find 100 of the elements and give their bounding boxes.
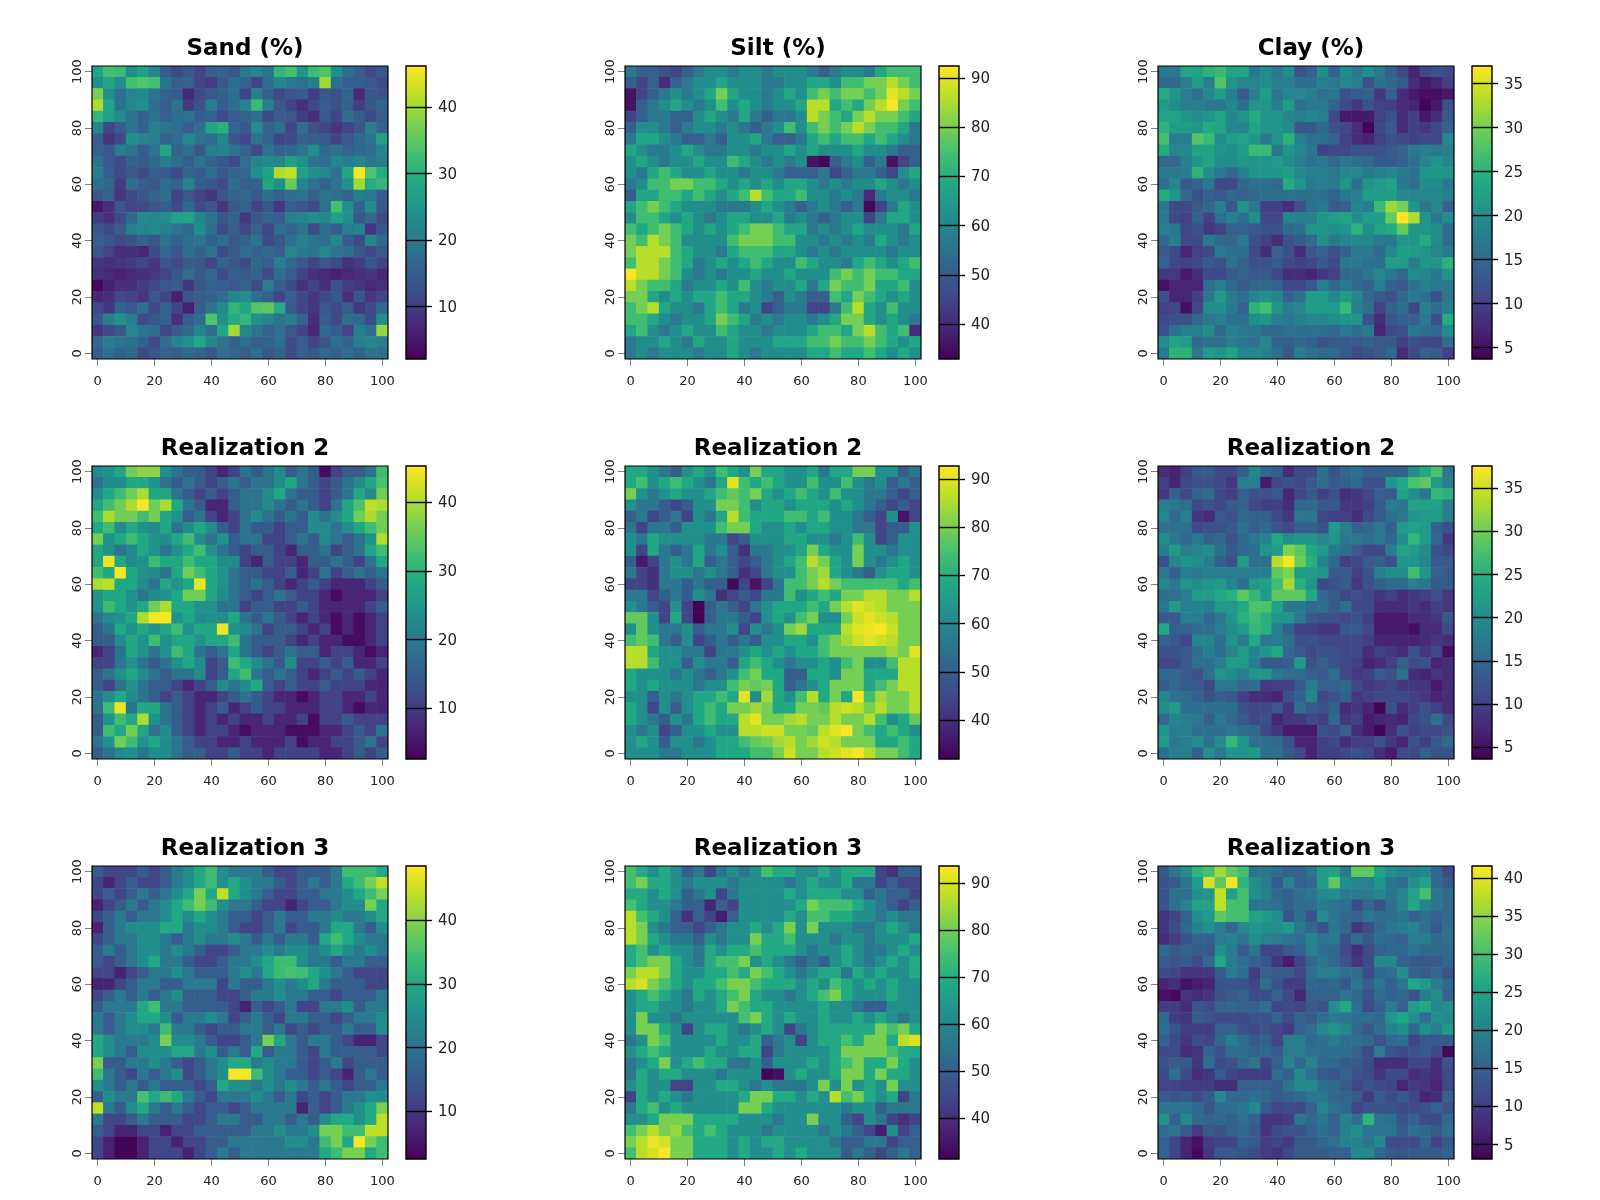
- y-tick-label: 0: [602, 749, 617, 758]
- y-tick-label: 0: [69, 1149, 84, 1158]
- chart-title: Realization 3: [693, 833, 863, 860]
- y-tick-label: 0: [1135, 1149, 1150, 1158]
- y-tick-label: 80: [602, 119, 617, 137]
- y-tick-label: 40: [1135, 632, 1150, 649]
- y-tick-label: 60: [69, 176, 84, 193]
- chart-title: Realization 2: [693, 433, 863, 460]
- x-tick-label: 80: [1383, 373, 1400, 388]
- color-bar-label: 90: [971, 68, 991, 87]
- y-tick-label: 80: [69, 519, 84, 537]
- x-tick-label: 40: [203, 773, 220, 788]
- color-bar-label: 50: [971, 662, 991, 681]
- y-tick-label: 20: [1135, 688, 1150, 706]
- color-bar-label: 40: [971, 710, 991, 729]
- y-tick-label: 80: [69, 919, 84, 937]
- color-bar-label: 20: [438, 630, 458, 649]
- x-tick-label: 0: [93, 773, 102, 788]
- color-bar-label: 90: [971, 874, 991, 893]
- x-tick-label: 60: [1326, 773, 1343, 788]
- chart-title: Silt (%): [730, 33, 826, 60]
- y-tick-label: 80: [1135, 519, 1150, 537]
- x-tick-label: 0: [1159, 373, 1168, 388]
- x-tick-label: 60: [793, 1173, 810, 1188]
- y-tick-label: 80: [69, 119, 84, 137]
- y-tick-label: 20: [602, 288, 617, 306]
- chart-title: Realization 3: [160, 833, 330, 860]
- x-tick-label: 80: [317, 1173, 334, 1188]
- y-tick-label: 40: [69, 1032, 84, 1049]
- color-bar-label: 80: [971, 118, 991, 137]
- color-bar-label: 60: [971, 614, 991, 633]
- x-tick-label: 20: [1212, 373, 1229, 388]
- y-tick-label: 20: [602, 688, 617, 706]
- x-tick-label: 80: [850, 773, 867, 788]
- x-tick-label: 100: [369, 1173, 395, 1188]
- x-tick-label: 20: [146, 373, 163, 388]
- color-bar-label: 40: [971, 315, 991, 334]
- color-bar-label: 5: [1504, 737, 1514, 756]
- y-tick-label: 40: [1135, 232, 1150, 249]
- color-bar-label: 35: [1504, 479, 1524, 498]
- y-tick-label: 0: [602, 349, 617, 358]
- x-tick-label: 20: [679, 1173, 696, 1188]
- color-bar-label: 30: [1504, 522, 1524, 541]
- color-bar-label: 10: [1504, 694, 1524, 713]
- y-tick-label: 100: [69, 859, 84, 885]
- x-tick-label: 60: [260, 1173, 277, 1188]
- y-tick-label: 100: [1135, 59, 1150, 85]
- x-tick-label: 40: [1269, 373, 1286, 388]
- y-tick-label: 60: [602, 576, 617, 593]
- x-tick-label: 20: [1212, 1173, 1229, 1188]
- x-tick-label: 60: [1326, 1173, 1343, 1188]
- color-bar-label: 25: [1504, 983, 1524, 1002]
- x-tick-label: 60: [793, 373, 810, 388]
- y-tick-label: 40: [602, 232, 617, 249]
- y-tick-label: 100: [69, 459, 84, 485]
- y-tick-label: 0: [602, 1149, 617, 1158]
- y-tick-label: 40: [69, 632, 84, 649]
- y-tick-label: 100: [602, 459, 617, 485]
- x-tick-label: 60: [260, 373, 277, 388]
- x-tick-label: 80: [850, 373, 867, 388]
- y-tick-label: 40: [69, 232, 84, 249]
- x-tick-label: 0: [1159, 1173, 1168, 1188]
- y-tick-label: 60: [1135, 176, 1150, 193]
- y-tick-label: 20: [602, 1088, 617, 1106]
- y-tick-label: 20: [69, 688, 84, 706]
- color-bar-label: 20: [438, 231, 458, 250]
- color-bar-label: 70: [971, 167, 991, 186]
- x-tick-label: 0: [626, 373, 635, 388]
- color-bar-label: 15: [1504, 651, 1524, 670]
- color-bar-label: 20: [1504, 206, 1524, 225]
- color-bar-label: 90: [971, 470, 991, 489]
- y-tick-label: 80: [1135, 119, 1150, 137]
- color-bar-label: 30: [1504, 118, 1524, 137]
- x-tick-label: 100: [902, 373, 928, 388]
- chart-title: Sand (%): [186, 33, 304, 60]
- x-tick-label: 100: [369, 773, 395, 788]
- chart-title: Realization 3: [1226, 833, 1396, 860]
- color-bar-label: 25: [1504, 162, 1524, 181]
- color-bar-label: 40: [438, 98, 458, 117]
- x-tick-label: 40: [736, 1173, 753, 1188]
- y-tick-label: 20: [69, 1088, 84, 1106]
- x-tick-label: 20: [146, 773, 163, 788]
- x-tick-label: 40: [1269, 773, 1286, 788]
- color-bar-label: 10: [438, 297, 458, 316]
- y-tick-label: 40: [602, 632, 617, 649]
- chart-title: Realization 2: [1226, 433, 1396, 460]
- color-bar-label: 5: [1504, 1135, 1514, 1154]
- x-tick-label: 40: [736, 773, 753, 788]
- x-tick-label: 80: [1383, 1173, 1400, 1188]
- color-bar-label: 60: [971, 216, 991, 235]
- y-tick-label: 20: [1135, 1088, 1150, 1106]
- color-bar-label: 35: [1504, 74, 1524, 93]
- color-bar-label: 10: [438, 699, 458, 718]
- color-bar-label: 25: [1504, 565, 1524, 584]
- color-bar-label: 15: [1504, 1059, 1524, 1078]
- color-bar-label: 30: [1504, 945, 1524, 964]
- x-tick-label: 100: [1435, 1173, 1461, 1188]
- x-tick-label: 0: [93, 1173, 102, 1188]
- color-bar-label: 60: [971, 1015, 991, 1034]
- y-tick-label: 0: [69, 749, 84, 758]
